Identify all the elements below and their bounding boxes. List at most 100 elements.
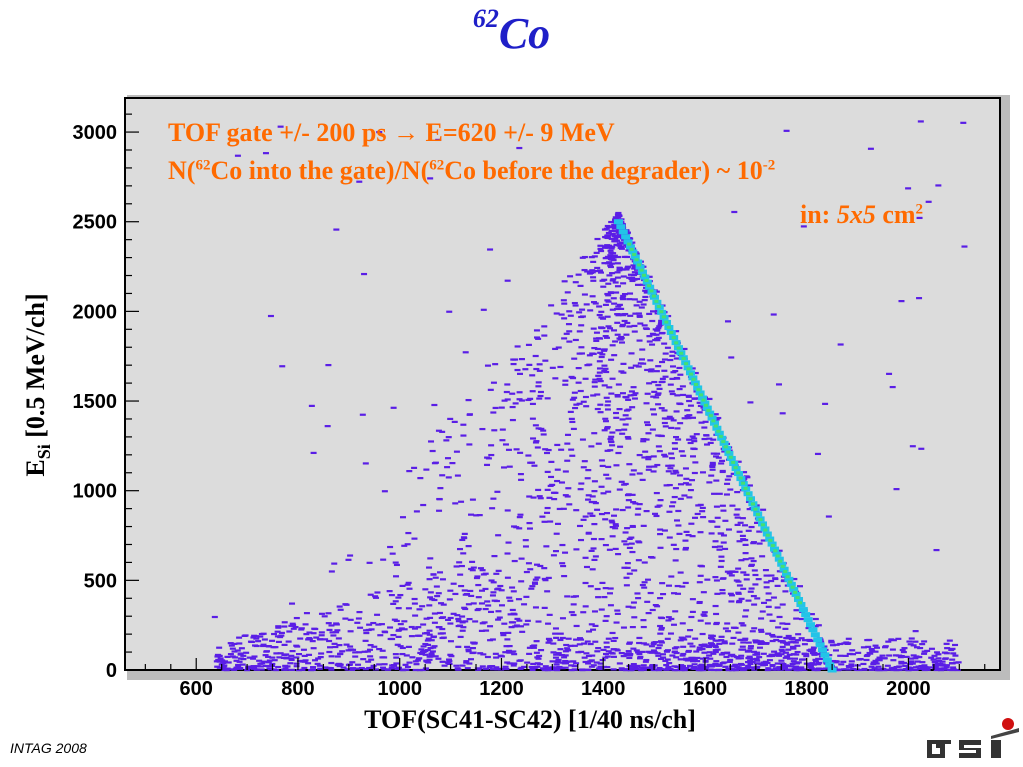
- data-point: [618, 370, 625, 373]
- data-point: [518, 557, 525, 560]
- data-point: [855, 651, 862, 654]
- y-tick-label: 1000: [73, 481, 118, 503]
- data-point: [335, 662, 342, 665]
- data-point: [669, 350, 676, 353]
- data-point: [605, 231, 612, 235]
- band-core-cell: [698, 393, 703, 397]
- data-point: [701, 611, 708, 614]
- data-point: [591, 490, 598, 493]
- data-point: [529, 461, 536, 464]
- data-point: [690, 447, 697, 450]
- data-point: [681, 347, 688, 351]
- data-point: [706, 481, 713, 484]
- data-point: [542, 448, 549, 451]
- data-point: [511, 662, 518, 665]
- data-point: [303, 633, 310, 636]
- data-point: [620, 371, 627, 374]
- data-point: [233, 666, 240, 669]
- band-core-cell: [773, 549, 778, 553]
- band-core-cell: [770, 544, 775, 548]
- data-point: [655, 392, 662, 395]
- data-point: [903, 655, 910, 658]
- data-point: [521, 603, 528, 606]
- data-point: [454, 614, 461, 617]
- data-point: [594, 508, 601, 511]
- band-cell: [767, 541, 777, 547]
- data-point: [658, 668, 665, 671]
- data-point: [633, 668, 640, 671]
- data-point: [445, 436, 452, 439]
- data-point: [390, 602, 397, 605]
- x-tick-label: 600: [180, 678, 213, 700]
- data-point: [757, 642, 764, 645]
- data-point: [227, 642, 234, 645]
- data-point: [275, 665, 282, 669]
- data-point: [907, 657, 914, 660]
- data-point: [584, 270, 591, 273]
- data-point: [606, 274, 613, 277]
- data-point: [643, 510, 650, 513]
- data-point: [605, 637, 612, 640]
- data-point: [590, 260, 597, 264]
- y-axis-title: ESi [0.5 MeV/ch]: [21, 293, 54, 476]
- data-point: [636, 314, 643, 317]
- data-point: [828, 639, 835, 642]
- band-core-cell: [765, 533, 770, 537]
- data-point: [754, 659, 761, 662]
- data-point: [735, 580, 742, 583]
- data-point: [534, 576, 541, 579]
- data-point: [220, 661, 227, 665]
- band-cell: [794, 596, 804, 602]
- data-point: [644, 600, 651, 603]
- data-point: [614, 612, 621, 615]
- data-point: [416, 608, 423, 611]
- data-point: [529, 390, 536, 393]
- band-core-cell: [775, 554, 780, 558]
- data-point: [658, 380, 665, 384]
- x-tick-label: 1400: [581, 678, 626, 700]
- data-point: [701, 651, 708, 654]
- data-point: [712, 455, 719, 458]
- data-point: [728, 594, 735, 597]
- data-point: [907, 668, 914, 671]
- data-point: [296, 659, 303, 663]
- data-point: [691, 397, 698, 400]
- data-point: [860, 646, 867, 649]
- data-point: [469, 498, 476, 501]
- data-point: [374, 591, 381, 594]
- data-point: [740, 648, 747, 651]
- data-point: [436, 509, 443, 512]
- data-point: [627, 292, 634, 295]
- data-point: [490, 497, 497, 500]
- band-core-cell: [778, 559, 783, 563]
- data-point: [587, 642, 594, 646]
- data-point: [393, 656, 400, 659]
- data-point: [603, 227, 610, 230]
- band-cell: [779, 566, 789, 572]
- data-point: [293, 662, 300, 665]
- data-point: [593, 661, 600, 664]
- data-point: [761, 663, 768, 666]
- data-point: [924, 667, 931, 670]
- data-point: [544, 451, 551, 455]
- data-point: [622, 668, 629, 671]
- data-point: [609, 279, 616, 282]
- data-point: [499, 428, 506, 431]
- data-point: [457, 635, 464, 639]
- data-point: [875, 665, 882, 668]
- data-point: [960, 121, 967, 124]
- data-point: [815, 661, 822, 664]
- data-point: [777, 640, 784, 643]
- data-point: [310, 666, 317, 669]
- data-point: [792, 641, 799, 644]
- data-point: [739, 534, 746, 537]
- data-point: [631, 267, 638, 270]
- data-point: [224, 667, 231, 670]
- data-point: [576, 637, 583, 640]
- data-point: [475, 668, 482, 671]
- data-point: [536, 495, 543, 498]
- data-point: [623, 652, 630, 655]
- data-point: [576, 311, 583, 314]
- x-tick-label: 1200: [479, 678, 524, 700]
- data-point: [618, 241, 625, 244]
